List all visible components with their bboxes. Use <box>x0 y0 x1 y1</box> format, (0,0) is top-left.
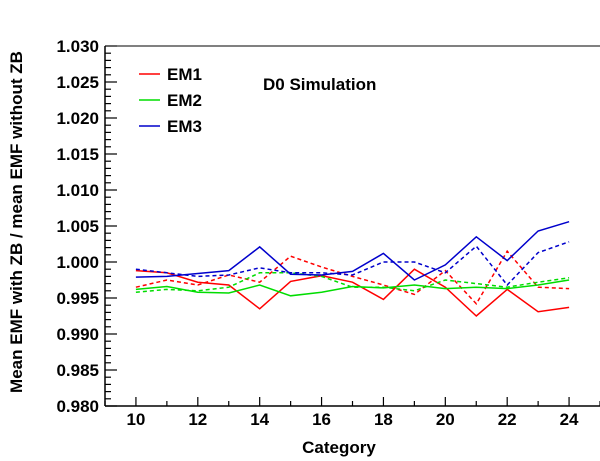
legend: EM1 EM2 EM3 <box>139 65 202 136</box>
series-lines <box>135 220 570 318</box>
y-tick-label: 1.030 <box>56 37 99 56</box>
y-axis-label: Mean EMF with ZB / mean EMF without ZB <box>7 51 26 393</box>
legend-label: EM2 <box>167 91 202 110</box>
x-tick-label: 22 <box>498 410 517 429</box>
axis-ticks: 10 12 14 16 18 20 22 24 0.980 0.985 0.990 0.995 1.00… <box>56 37 600 429</box>
legend-label: EM1 <box>167 65 202 84</box>
series-dashed-dashed-line <box>135 272 570 293</box>
y-tick-label: 1.000 <box>56 253 99 272</box>
chart-annotation: D0 Simulation <box>263 75 376 94</box>
y-tick-label: 1.005 <box>56 217 99 236</box>
x-tick-label: 20 <box>436 410 455 429</box>
legend-label: EM3 <box>167 117 202 136</box>
y-tick-label: 1.020 <box>56 109 99 128</box>
x-tick-label: 16 <box>312 410 331 429</box>
x-axis-label: Category <box>302 438 376 457</box>
x-tick-label: 24 <box>560 410 579 429</box>
series-em3-solid-line <box>135 220 570 281</box>
y-tick-label: 0.985 <box>56 361 99 380</box>
x-tick-label: 18 <box>374 410 393 429</box>
x-tick-label: 12 <box>188 410 207 429</box>
x-tick-label: 14 <box>250 410 269 429</box>
y-tick-label: 0.995 <box>56 289 99 308</box>
y-tick-label: 0.990 <box>56 325 99 344</box>
y-tick-label: 0.980 <box>56 397 99 416</box>
series-dashed-dashed-line <box>135 249 570 306</box>
y-tick-label: 1.010 <box>56 181 99 200</box>
x-tick-label: 10 <box>126 410 145 429</box>
series-em2-solid-line <box>135 279 570 297</box>
series-dashed-dashed-line <box>135 241 570 287</box>
series-em1-solid-line <box>135 268 570 318</box>
y-tick-label: 1.025 <box>56 73 99 92</box>
y-tick-label: 1.015 <box>56 145 99 164</box>
